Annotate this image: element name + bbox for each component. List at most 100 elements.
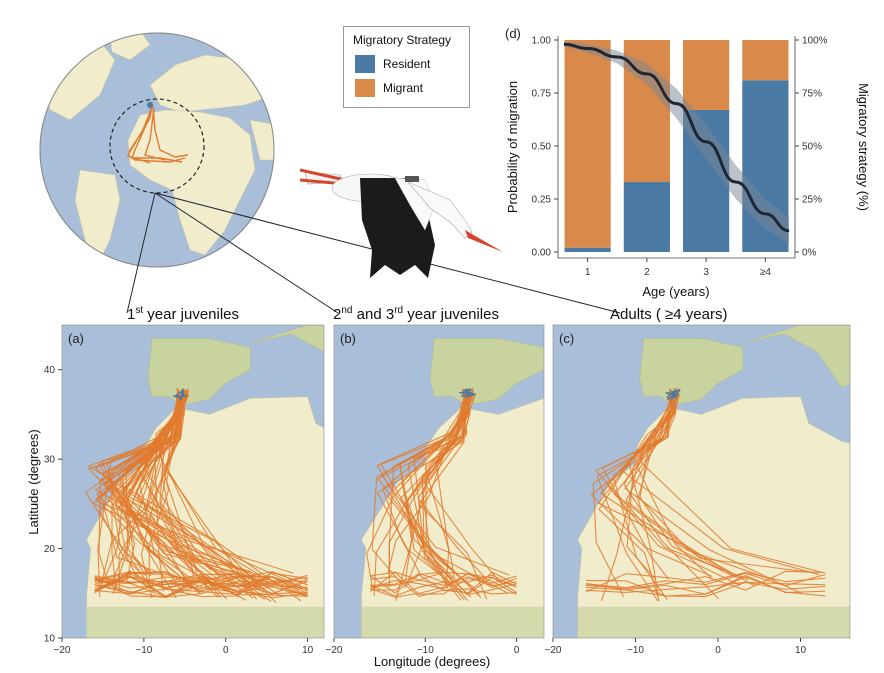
x-tick-label: 0 xyxy=(514,645,520,656)
panel-label: (a) xyxy=(68,331,84,346)
map-layer xyxy=(334,325,544,638)
migration-track xyxy=(597,394,756,587)
x-axis-label: Age (years) xyxy=(642,284,709,299)
y-tick-label: 20 xyxy=(44,544,56,555)
migration-tracks xyxy=(366,387,510,602)
migration-track xyxy=(423,391,501,583)
migration-track xyxy=(435,394,470,585)
legend: Migratory Strategy Resident Migrant xyxy=(343,26,470,108)
x-tick-label: 1 xyxy=(585,267,591,278)
resident-track xyxy=(666,388,677,398)
chart-d: (d) 0.00 0.25 0.50 0.75 1.00 0% 25% 50% 75% 100%… xyxy=(505,26,871,299)
migration-tracks xyxy=(590,387,823,602)
migration-track xyxy=(114,389,184,582)
y-axis-label-right: Migratory strategy (%) xyxy=(856,83,871,211)
europe-land xyxy=(742,325,850,388)
x-tick-label: −10 xyxy=(627,645,644,656)
y-tick-label: 0.50 xyxy=(532,142,552,153)
bar-migrant xyxy=(564,40,611,248)
sahel-track xyxy=(370,572,517,591)
x-tick-label: −20 xyxy=(545,645,562,656)
migration-track xyxy=(388,390,474,573)
y-tick-label-right: 50% xyxy=(802,142,822,153)
bar-resident xyxy=(623,182,670,252)
map-panels: (a) (b) (c) −20 −10 0 10 −20 −10 0 −20 −10 0 10102… xyxy=(26,324,851,669)
x-tick-label: −20 xyxy=(326,645,343,656)
x-tick-label: −20 xyxy=(54,645,71,656)
sahel-track xyxy=(585,570,826,591)
y-tick-label-right: 75% xyxy=(802,89,822,100)
bar-migrant xyxy=(742,40,789,81)
migration-track xyxy=(125,388,185,576)
y-tick-label: 40 xyxy=(44,365,56,376)
migration-track xyxy=(398,387,469,584)
migration-track xyxy=(594,391,750,581)
globe-map xyxy=(39,32,275,268)
y-tick-label-right: 25% xyxy=(802,195,822,206)
x-tick-label: 10 xyxy=(302,645,314,656)
migration-track xyxy=(386,388,468,577)
sahel-track xyxy=(370,573,517,598)
legend-item-label: Migrant xyxy=(383,81,424,95)
resident-track xyxy=(666,390,678,396)
x-tick-label: ≥4 xyxy=(760,267,771,278)
y-tick-label: 30 xyxy=(44,455,56,466)
resident-tracks xyxy=(458,388,477,399)
globe-tracks xyxy=(127,101,189,164)
stork-illustration xyxy=(300,168,503,278)
resident-tracks xyxy=(172,388,188,402)
y-axis-label: Probability of migration xyxy=(505,81,520,213)
y-tick-label: 10 xyxy=(44,634,56,645)
sahel-track xyxy=(94,571,308,589)
probability-curve xyxy=(563,42,790,233)
map-x-axis-label: Longitude (degrees) xyxy=(374,654,490,669)
iberia-land xyxy=(147,338,251,406)
iberia-land xyxy=(639,338,744,406)
legend-item-migrant: Migrant xyxy=(355,79,423,97)
sahel-track xyxy=(585,572,826,589)
legend-item-label: Resident xyxy=(383,57,431,71)
sahel-track xyxy=(370,574,517,595)
x-tick-label: 3 xyxy=(703,267,709,278)
y-tick-label: 0.00 xyxy=(532,248,552,259)
sahel-track xyxy=(370,572,517,590)
migration-track xyxy=(165,395,252,586)
x-tick-label: −10 xyxy=(417,645,434,656)
sahel-track xyxy=(585,571,826,593)
sahel-band xyxy=(86,606,324,638)
confidence-band xyxy=(563,42,790,244)
sahel-track xyxy=(585,581,826,593)
y-tick-label-right: 0% xyxy=(802,248,817,259)
sahel-track xyxy=(585,576,826,597)
sahel-tracks xyxy=(94,570,308,599)
x-tick-label: 0 xyxy=(715,645,721,656)
resident-tracks xyxy=(665,388,681,402)
resident-track xyxy=(670,389,681,402)
sahel-track xyxy=(94,571,308,595)
bars-group xyxy=(564,40,789,253)
x-tick-label: −10 xyxy=(135,645,152,656)
migration-track xyxy=(140,393,181,599)
sahel-band xyxy=(577,606,850,638)
panel-label-d: (d) xyxy=(505,26,521,41)
resident-track xyxy=(179,390,185,402)
migrant-swatch xyxy=(355,79,375,97)
x-tick-label: 0 xyxy=(223,645,229,656)
globe-resident-marker xyxy=(147,102,153,108)
panel-frame xyxy=(333,324,545,639)
resident-track xyxy=(461,388,472,398)
panel-titles: 1st year juveniles 2nd and 3rd year juve… xyxy=(127,305,727,323)
sahel-track xyxy=(94,576,308,599)
legend-title: Migratory Strategy xyxy=(353,33,452,47)
resident-swatch xyxy=(355,55,375,73)
europe-land xyxy=(250,325,324,353)
panel-frame xyxy=(552,324,851,639)
sahel-track xyxy=(370,571,517,592)
iberia-land xyxy=(429,338,544,406)
migration-track xyxy=(380,391,508,594)
x-tick-label: 2 xyxy=(644,267,650,278)
migration-tracks xyxy=(84,387,303,604)
panel-label: (b) xyxy=(340,331,356,346)
map-layer xyxy=(553,325,850,638)
y-tick-label: 1.00 xyxy=(532,36,552,47)
